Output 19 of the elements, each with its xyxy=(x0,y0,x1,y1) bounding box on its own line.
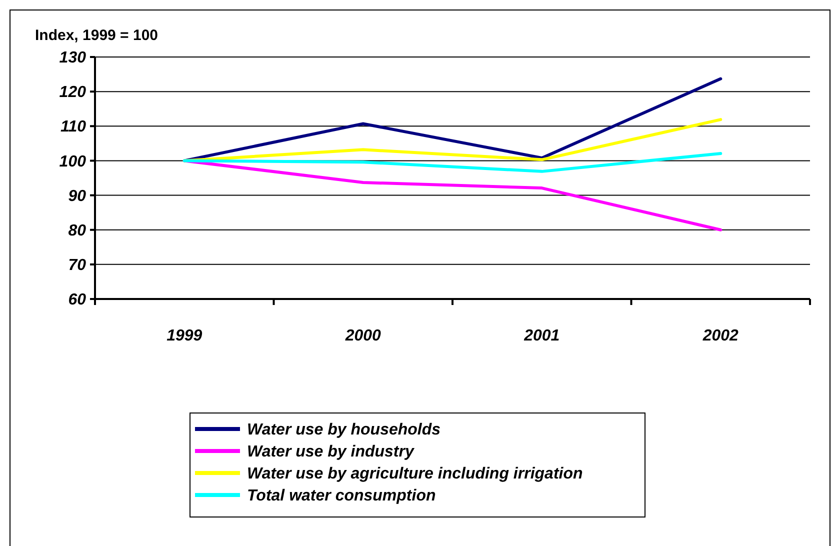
x-tick-label: 2001 xyxy=(523,328,560,345)
legend-label: Water use by agriculture including irrigation xyxy=(247,466,583,483)
y-tick-label: 70 xyxy=(68,257,86,274)
legend-label: Water use by industry xyxy=(247,444,415,461)
y-tick-label: 90 xyxy=(68,188,86,205)
chart-title: Index, 1999 = 100 xyxy=(35,27,158,44)
y-tick-label: 80 xyxy=(68,222,86,240)
y-tick-label: 120 xyxy=(59,84,86,102)
line-series xyxy=(182,152,722,173)
x-tick-label: 2000 xyxy=(344,328,382,345)
x-tick-label: 1999 xyxy=(166,328,202,345)
line-series xyxy=(182,159,722,232)
y-tick-label: 130 xyxy=(59,50,86,67)
legend-label: Water use by households xyxy=(247,422,441,439)
y-tick-label: 100 xyxy=(59,153,86,170)
legend-label: Total water consumption xyxy=(247,488,436,505)
x-tick-label: 2002 xyxy=(702,328,739,345)
y-tick-label: 60 xyxy=(68,292,86,309)
y-tick-label: 110 xyxy=(60,118,86,136)
